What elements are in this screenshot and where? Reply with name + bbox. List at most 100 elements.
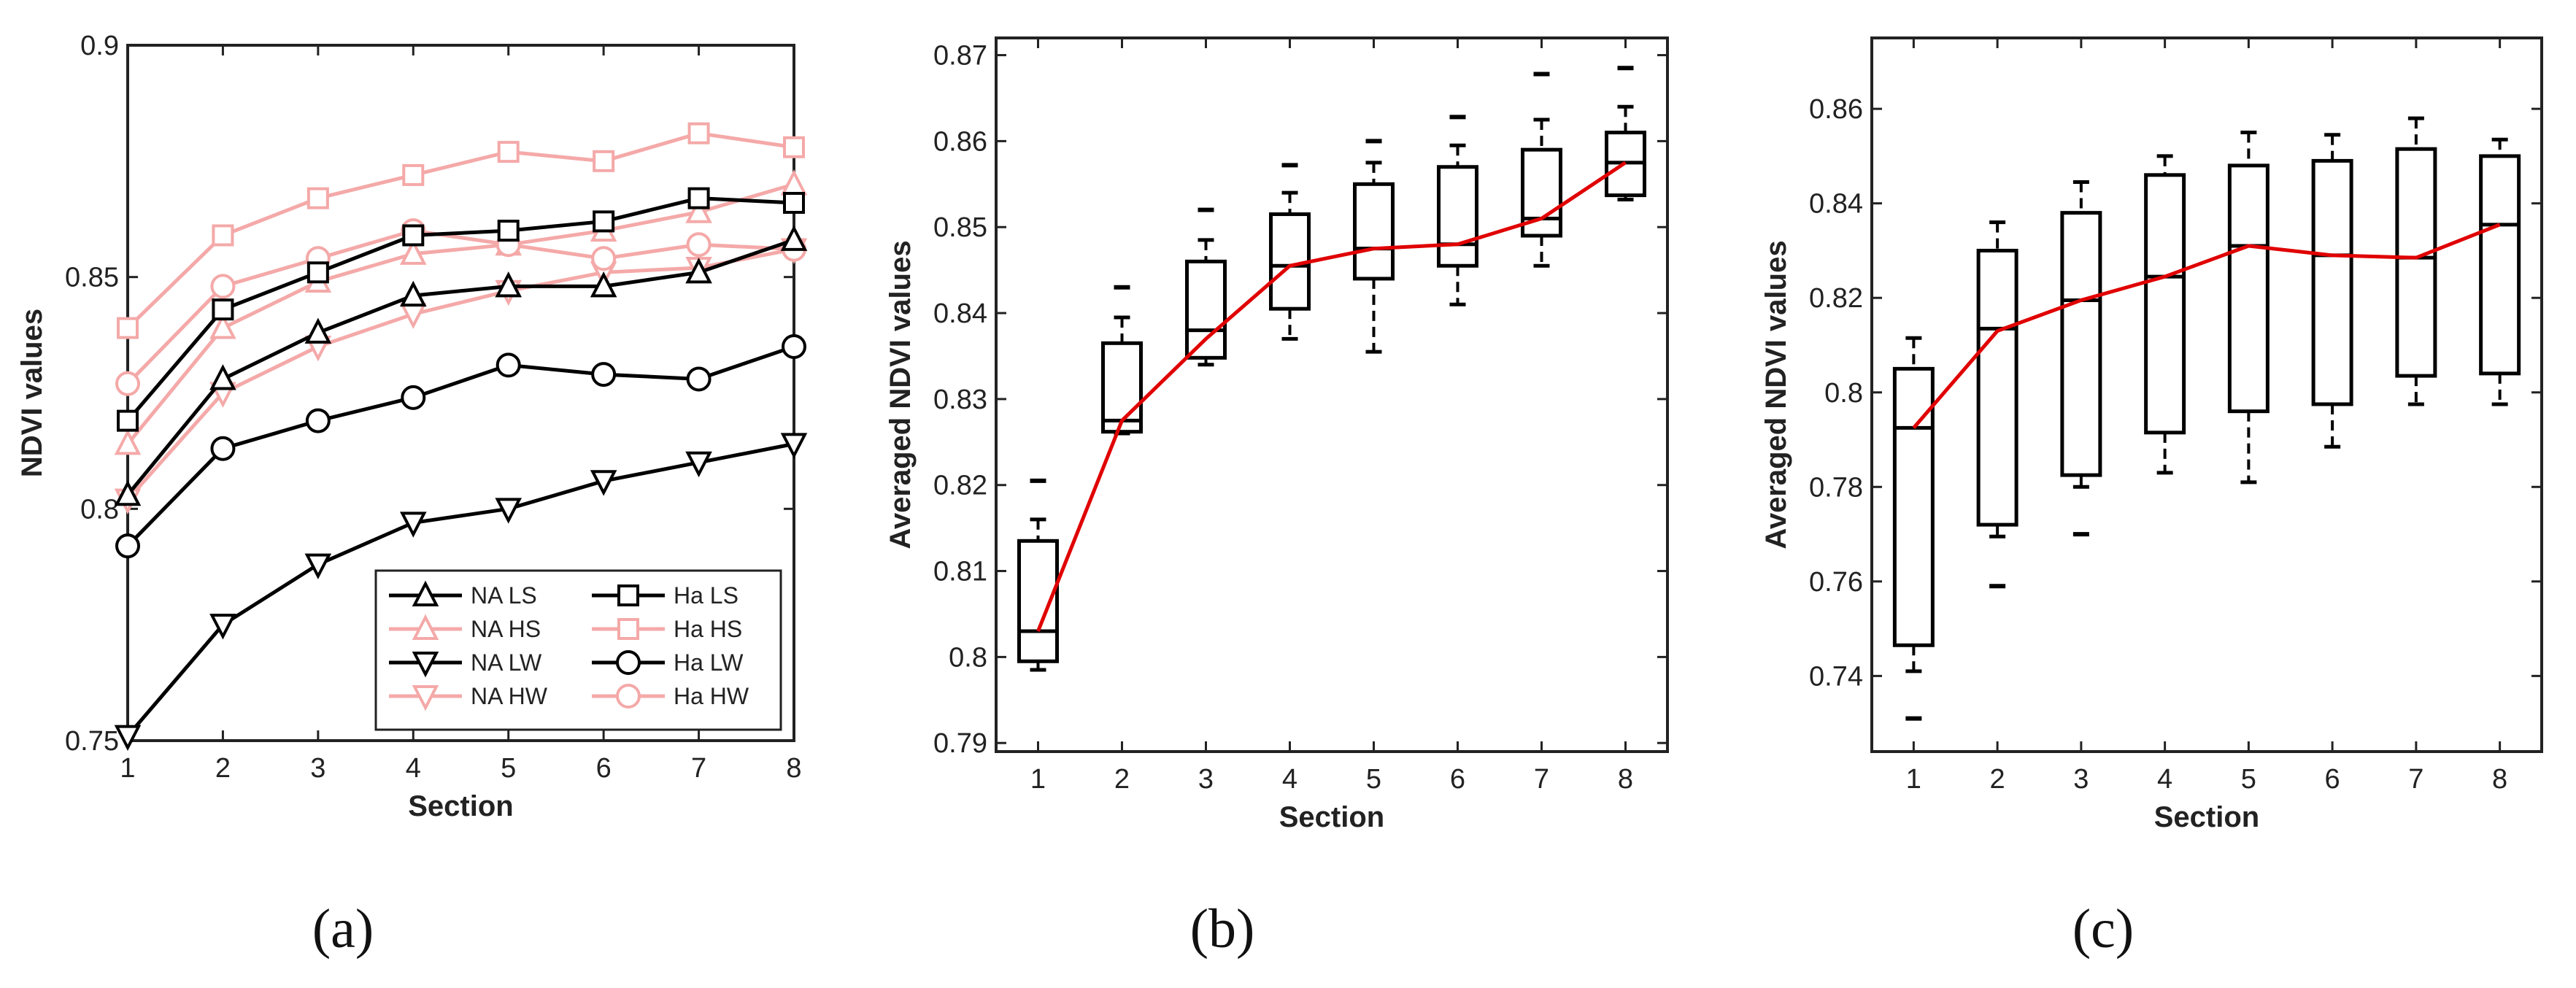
box <box>1101 341 1143 434</box>
data-point <box>497 220 520 242</box>
data-point <box>399 280 427 307</box>
data-point <box>783 136 805 158</box>
data-point <box>686 366 712 392</box>
box <box>2060 211 2102 477</box>
x-tick-label: 4 <box>1282 764 1297 795</box>
legend-label: NA LS <box>471 582 537 609</box>
x-tick-label: 7 <box>2408 764 2423 795</box>
legend-marker <box>616 650 641 675</box>
x-tick-label: 2 <box>1990 764 2005 795</box>
y-tick-label: 0.78 <box>1809 472 1863 503</box>
x-tick-label: 5 <box>2241 764 2256 795</box>
data-point <box>212 298 234 321</box>
legend-label: Ha LS <box>674 582 739 609</box>
x-tick-label: 3 <box>2073 764 2089 795</box>
x-tick-label: 4 <box>406 753 421 784</box>
box <box>2479 154 2521 376</box>
y-tick-label: 0.75 <box>65 726 119 757</box>
x-tick-label: 7 <box>691 753 706 784</box>
panel-label-a: (a) <box>312 898 374 960</box>
data-point <box>305 408 331 433</box>
x-tick-label: 8 <box>2492 764 2507 795</box>
y-tick-label: 0.79 <box>933 728 987 759</box>
y-tick-label: 0.8 <box>949 642 987 673</box>
data-point <box>495 498 522 524</box>
x-tick-label: 5 <box>501 753 516 784</box>
data-point <box>399 239 427 265</box>
data-point <box>209 614 236 640</box>
y-axis-label-b: Averaged NDVI values <box>884 240 917 549</box>
data-point <box>495 271 522 298</box>
data-point <box>306 187 329 209</box>
legend-label: NA HS <box>471 616 541 642</box>
data-point <box>210 274 236 299</box>
x-tick-label: 2 <box>1114 764 1130 795</box>
y-tick-label: 0.86 <box>933 126 987 157</box>
chart-c: 0.74 0.76 0.78 0.8 0.82 0.84 0.86 1 2 3 4 5 6 7 8 Secti… <box>1760 36 2543 833</box>
plot-frame-b <box>995 36 1669 753</box>
x-tick-label: 3 <box>1198 764 1214 795</box>
y-tick-label: 0.87 <box>933 41 987 72</box>
x-tick-label: 5 <box>1366 764 1381 795</box>
x-tick-label: 8 <box>786 753 801 784</box>
data-point <box>115 371 140 396</box>
data-point <box>114 429 142 455</box>
box <box>2227 163 2270 414</box>
data-point <box>591 246 617 271</box>
data-point <box>399 512 427 538</box>
series-line-na-hw <box>126 247 795 501</box>
mean-line <box>1036 161 1627 632</box>
data-point <box>114 725 142 751</box>
plot-frame-c <box>1870 36 2543 753</box>
series-line-na-lw <box>126 441 795 738</box>
legend-label: Ha HS <box>674 616 742 642</box>
legend-marker <box>412 652 439 678</box>
data-point <box>780 169 808 196</box>
x-tick-label: 6 <box>2325 764 2340 795</box>
data-point <box>402 224 425 247</box>
y-tick-label: 0.74 <box>1809 661 1863 692</box>
data-point <box>114 479 142 506</box>
x-tick-label: 3 <box>310 753 325 784</box>
y-axis-label-a: NDVI values <box>16 309 48 477</box>
data-point <box>212 224 234 247</box>
y-tick-label: 0.86 <box>1809 94 1863 125</box>
x-tick-label: 7 <box>1534 764 1549 795</box>
y-tick-label: 0.84 <box>1809 189 1863 220</box>
x-tick-label: 6 <box>1450 764 1465 795</box>
y-axis-label-c: Averaged NDVI values <box>1760 240 1792 549</box>
y-tick-label: 0.9 <box>80 31 119 61</box>
legend-label: Ha LW <box>674 649 744 676</box>
x-tick-label: 4 <box>2157 764 2172 795</box>
data-point <box>685 197 712 223</box>
data-point <box>783 192 805 215</box>
data-point <box>210 436 236 461</box>
box <box>1437 165 1478 268</box>
box <box>2311 158 2353 406</box>
data-point <box>306 261 329 284</box>
data-point <box>209 313 236 339</box>
data-point <box>780 225 808 251</box>
chart-a: 0.75 0.8 0.85 0.9 1 2 3 4 5 6 7 8 Section NDVI values… <box>16 31 808 822</box>
data-point <box>782 333 806 359</box>
legend-label: Ha HW <box>674 683 749 709</box>
legend-marker <box>617 584 639 606</box>
series-line-ha-hs <box>126 131 795 330</box>
data-point <box>591 362 617 387</box>
data-point <box>687 187 710 209</box>
legend-marker <box>616 684 641 709</box>
data-point <box>209 364 236 390</box>
data-point <box>402 163 425 186</box>
box <box>1185 259 1227 360</box>
data-point <box>686 232 712 258</box>
x-axis-label-c: Section <box>2154 801 2259 833</box>
data-point <box>590 271 617 298</box>
chart-b: 0.79 0.8 0.81 0.82 0.83 0.84 0.85 0.86 0.87 1 2 3 4 5… <box>884 36 1669 833</box>
panel-label-b: (b) <box>1190 898 1255 960</box>
mean-line <box>1912 223 2501 429</box>
series-line-ha-lw <box>126 344 795 547</box>
data-point <box>685 451 712 478</box>
x-axis-label-b: Section <box>1279 801 1384 833</box>
x-axis-label-a: Section <box>408 790 513 822</box>
